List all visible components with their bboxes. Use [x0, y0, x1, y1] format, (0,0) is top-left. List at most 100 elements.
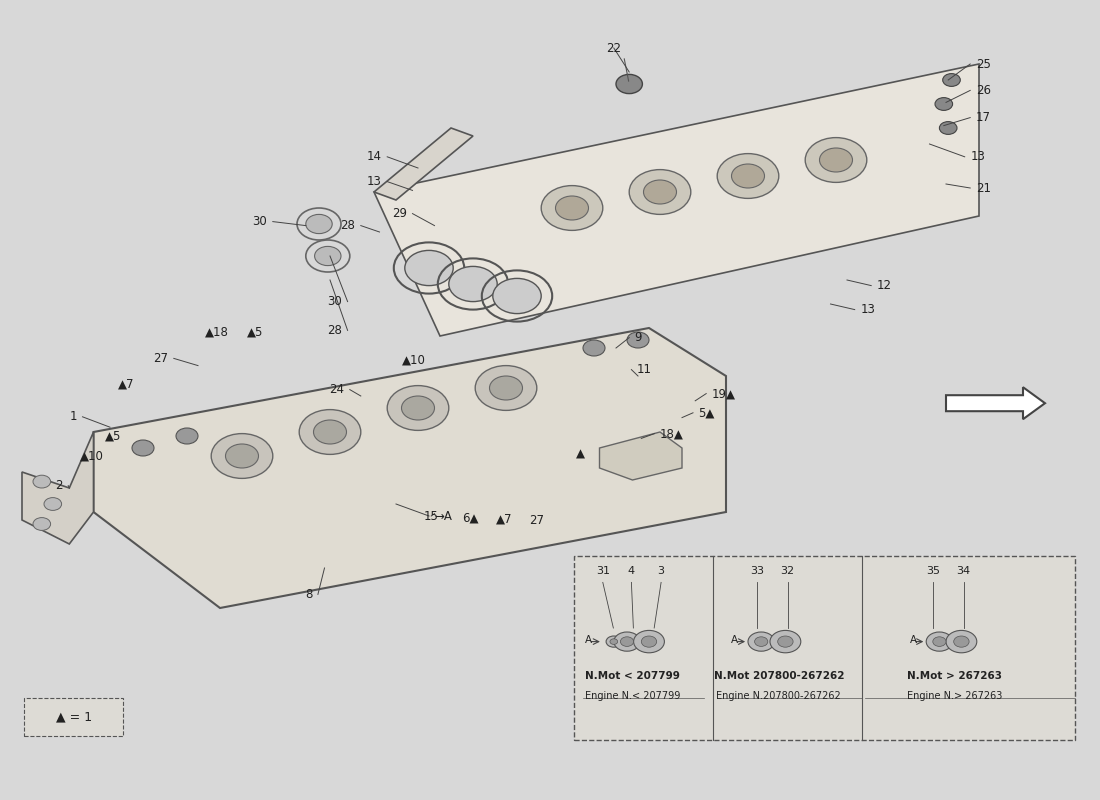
Circle shape	[946, 630, 977, 653]
Circle shape	[935, 98, 953, 110]
Text: ▲ = 1: ▲ = 1	[56, 710, 91, 723]
Circle shape	[493, 278, 541, 314]
Text: 9: 9	[635, 331, 642, 344]
Circle shape	[933, 637, 946, 646]
Circle shape	[641, 636, 657, 647]
Polygon shape	[946, 387, 1045, 419]
Text: 13: 13	[366, 175, 382, 188]
Text: 22: 22	[606, 42, 621, 54]
Circle shape	[943, 74, 960, 86]
Text: 13: 13	[970, 150, 986, 163]
Polygon shape	[600, 432, 682, 480]
Text: →A: →A	[434, 510, 452, 522]
Text: Engine N.207800-267262: Engine N.207800-267262	[716, 691, 842, 701]
Text: A: A	[910, 635, 916, 645]
Circle shape	[805, 138, 867, 182]
Circle shape	[616, 74, 642, 94]
Text: 2: 2	[55, 479, 63, 492]
Circle shape	[405, 250, 453, 286]
Circle shape	[732, 164, 764, 188]
Circle shape	[634, 630, 664, 653]
Circle shape	[490, 376, 522, 400]
Text: 5▲: 5▲	[698, 406, 715, 419]
Circle shape	[299, 410, 361, 454]
Text: 27: 27	[153, 352, 168, 365]
Text: 28: 28	[327, 324, 342, 337]
Circle shape	[449, 266, 497, 302]
Text: 27: 27	[529, 514, 544, 526]
Circle shape	[541, 186, 603, 230]
Circle shape	[315, 246, 341, 266]
Circle shape	[620, 637, 634, 646]
Circle shape	[926, 632, 953, 651]
Text: ▲7: ▲7	[119, 378, 134, 390]
Text: ▲5: ▲5	[248, 326, 263, 338]
Text: 4: 4	[628, 566, 635, 576]
Circle shape	[226, 444, 258, 468]
Circle shape	[778, 636, 793, 647]
FancyBboxPatch shape	[24, 698, 123, 736]
Text: 32: 32	[781, 566, 794, 576]
Text: N.Mot 207800-267262: N.Mot 207800-267262	[714, 671, 844, 681]
FancyBboxPatch shape	[574, 556, 1075, 740]
Circle shape	[939, 122, 957, 134]
Circle shape	[820, 148, 852, 172]
Text: N.Mot > 267263: N.Mot > 267263	[908, 671, 1002, 681]
Text: 19▲: 19▲	[712, 387, 736, 400]
Text: 11: 11	[637, 363, 652, 376]
Text: 30: 30	[253, 215, 267, 228]
Text: 3: 3	[658, 566, 664, 576]
Text: ▲10: ▲10	[402, 354, 426, 366]
Text: 26: 26	[976, 84, 991, 97]
Circle shape	[33, 518, 51, 530]
Circle shape	[402, 396, 434, 420]
Circle shape	[556, 196, 588, 220]
Circle shape	[44, 498, 62, 510]
Text: ▲10: ▲10	[80, 450, 104, 462]
Circle shape	[314, 420, 346, 444]
Circle shape	[33, 475, 51, 488]
Text: 1: 1	[69, 410, 77, 423]
Text: ▲7: ▲7	[495, 513, 512, 526]
Text: 17: 17	[976, 111, 991, 124]
Text: 14: 14	[366, 150, 382, 163]
Circle shape	[306, 214, 332, 234]
Circle shape	[132, 440, 154, 456]
Circle shape	[629, 170, 691, 214]
Text: N.Mot < 207799: N.Mot < 207799	[585, 671, 680, 681]
Text: 31: 31	[596, 566, 609, 576]
Text: 13: 13	[860, 303, 876, 316]
Circle shape	[387, 386, 449, 430]
Text: 25: 25	[976, 58, 991, 70]
Text: A: A	[732, 635, 738, 645]
Polygon shape	[374, 128, 473, 200]
Circle shape	[717, 154, 779, 198]
Text: 21: 21	[976, 182, 991, 194]
Text: A: A	[585, 635, 592, 645]
Circle shape	[627, 332, 649, 348]
Text: 8: 8	[305, 588, 312, 601]
Text: Engine N.< 207799: Engine N.< 207799	[585, 691, 680, 701]
Circle shape	[609, 638, 618, 645]
Circle shape	[954, 636, 969, 647]
Text: ▲: ▲	[576, 447, 585, 460]
Circle shape	[583, 340, 605, 356]
Polygon shape	[94, 328, 726, 608]
Text: 28: 28	[340, 219, 355, 232]
Circle shape	[606, 636, 621, 647]
Circle shape	[211, 434, 273, 478]
Circle shape	[748, 632, 774, 651]
Circle shape	[644, 180, 676, 204]
Text: 12: 12	[877, 279, 892, 292]
Text: Engine N.> 267263: Engine N.> 267263	[908, 691, 1002, 701]
Text: 15: 15	[424, 510, 439, 522]
Text: 6▲: 6▲	[462, 511, 480, 524]
Circle shape	[755, 637, 768, 646]
Circle shape	[475, 366, 537, 410]
Circle shape	[614, 632, 640, 651]
Text: 30: 30	[328, 295, 342, 308]
Text: 34: 34	[957, 566, 970, 576]
Text: 18▲: 18▲	[660, 427, 684, 440]
Text: 33: 33	[750, 566, 763, 576]
Text: ▲18: ▲18	[205, 326, 229, 338]
